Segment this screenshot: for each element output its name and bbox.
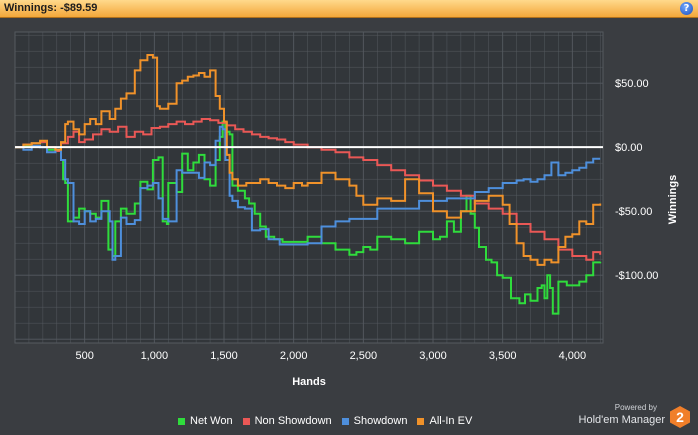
legend-swatch	[341, 417, 349, 425]
logo-digit: 2	[676, 409, 684, 425]
legend-label: Showdown	[353, 415, 408, 427]
legend-item[interactable]: Non Showdown	[242, 415, 332, 427]
legend-swatch	[242, 417, 250, 425]
y-axis-label: Winnings	[667, 175, 679, 224]
legend-label: Non Showdown	[254, 415, 332, 427]
legend-item[interactable]: All-In EV	[417, 415, 472, 427]
legend-label: Net Won	[190, 415, 233, 427]
legend-item[interactable]: Showdown	[341, 415, 408, 427]
y-tick-label: -$50.00	[615, 206, 652, 218]
x-tick-label: 500	[75, 350, 93, 362]
y-tick-label: -$100.00	[615, 270, 658, 282]
help-icon[interactable]: ?	[680, 2, 693, 15]
title-bar: Winnings: -$89.59 ?	[0, 0, 698, 18]
powered-by-text: Powered by	[614, 403, 657, 412]
product-name: Hold'em Manager	[578, 414, 665, 426]
plot-area	[15, 32, 603, 343]
legend-swatch	[417, 417, 425, 425]
x-tick-label: 3,000	[419, 350, 447, 362]
x-tick-label: 3,500	[489, 350, 517, 362]
series-line-non-showdown	[15, 118, 602, 261]
legend-item[interactable]: Net Won	[178, 415, 233, 427]
legend-swatch	[178, 417, 185, 425]
x-tick-label: 2,500	[350, 350, 378, 362]
winnings-chart: 500 1,000 1,500 2,000 2,500 3,000 3,500 4,000 $5…	[14, 31, 679, 388]
x-tick-label: 1,000	[141, 350, 169, 362]
plot-border	[14, 31, 604, 344]
chart-legend: Net Won Non Showdown Showdown All-In EV	[178, 415, 482, 427]
x-axis-label: Hands	[292, 376, 326, 388]
holdem-manager-logo-icon: 2	[670, 406, 690, 428]
x-tick-label: 4,000	[559, 350, 587, 362]
series-line-net-won	[15, 120, 602, 315]
brand-block: Powered by Hold'em Manager 2	[563, 403, 691, 431]
series-line-showdown	[15, 125, 601, 261]
tick-labels: 500 1,000 1,500 2,000 2,500 3,000 3,500 4,000 $5…	[75, 78, 658, 362]
series-line-all-in-ev	[15, 54, 602, 266]
x-tick-label: 2,000	[280, 350, 308, 362]
y-tick-label: $0.00	[615, 142, 643, 154]
y-tick-label: $50.00	[615, 78, 649, 90]
series-layer	[15, 54, 602, 315]
winnings-title: Winnings: -$89.59	[4, 2, 98, 14]
x-tick-label: 1,500	[210, 350, 238, 362]
legend-label: All-In EV	[429, 415, 473, 427]
